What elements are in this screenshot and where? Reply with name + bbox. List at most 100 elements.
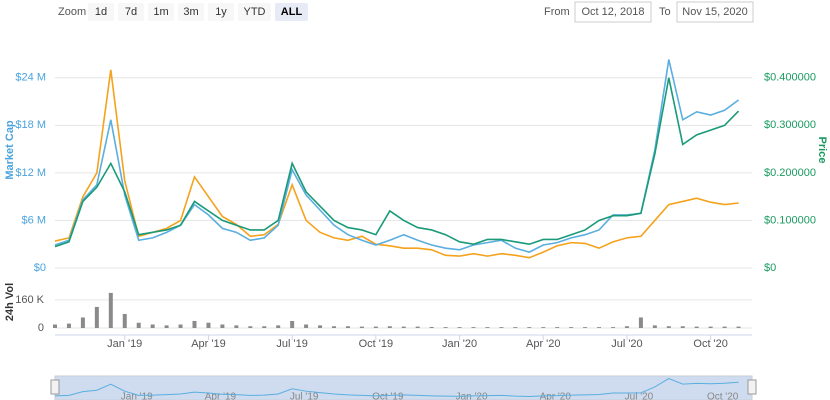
zoom-button-label[interactable]: 1m <box>153 6 168 18</box>
y-tick-label: $0 <box>34 262 46 274</box>
y2-tick-label: $0.300000 <box>764 119 816 131</box>
volume-bar <box>638 317 643 328</box>
volume-bar <box>332 326 336 328</box>
volume-bar <box>457 327 462 328</box>
x-tick-label: Jan '19 <box>107 338 142 350</box>
volume-bar <box>415 326 420 328</box>
y2-axis-title: Price <box>816 137 828 164</box>
volume-bar <box>694 326 699 328</box>
from-date[interactable]: Oct 12, 2018 <box>582 6 645 18</box>
volume-bar <box>722 326 727 328</box>
zoom-button[interactable] <box>148 3 174 21</box>
x-tick-label: Jul '20 <box>611 338 642 350</box>
volume-bar <box>122 313 127 328</box>
x-tick-label: Oct '20 <box>693 338 728 350</box>
volume-bar <box>373 326 378 328</box>
zoom-button-label[interactable]: 1y <box>215 6 227 18</box>
x-tick-label: Apr '20 <box>526 338 561 350</box>
navigator-tick-label: Jul '20 <box>625 392 654 400</box>
y-tick-label: $6 M <box>22 214 46 226</box>
volume-bar <box>150 324 155 328</box>
volume-bar <box>345 326 350 328</box>
series-line <box>54 59 740 254</box>
to-input[interactable] <box>676 1 754 23</box>
zoom-button[interactable] <box>238 3 271 21</box>
volume-bar <box>429 326 434 328</box>
volume-bar <box>555 327 560 328</box>
volume-bar <box>597 327 602 328</box>
navigator-line <box>54 377 739 398</box>
volume-bar <box>192 320 197 328</box>
volume-bar <box>359 326 364 328</box>
navigator-handle[interactable] <box>50 379 60 395</box>
volume-bar <box>220 324 225 328</box>
navigator-handle[interactable] <box>747 379 757 395</box>
volume-bar <box>206 322 211 328</box>
volume-bar <box>401 326 406 328</box>
volume-bar <box>304 324 309 328</box>
y-tick-label: $12 M <box>15 167 46 179</box>
navigator-tick-label: Jul '19 <box>290 392 319 400</box>
x-tick-label: Jan '20 <box>442 338 477 350</box>
y-tick-label: $18 M <box>15 119 46 131</box>
volume-bar <box>583 327 588 328</box>
volume-bar <box>471 327 476 328</box>
y2-tick-label: $0 <box>764 262 776 274</box>
volume-bar <box>164 325 169 328</box>
volume-tick-label: 160 K <box>15 294 44 306</box>
zoom-button-label[interactable]: 7d <box>125 6 137 18</box>
navigator-tick-label: Jan '19 <box>121 392 153 400</box>
volume-bar <box>262 326 267 328</box>
volume-bar <box>624 326 629 328</box>
volume-tick-label: 0 <box>38 322 44 334</box>
zoom-button[interactable] <box>275 3 308 21</box>
y2-tick-label: $0.400000 <box>764 72 816 84</box>
volume-bar <box>94 306 99 328</box>
volume-bar <box>708 326 713 328</box>
volume-bar <box>541 327 546 328</box>
volume-bar <box>485 327 490 328</box>
y-tick-label: $24 M <box>15 72 46 84</box>
volume-bar <box>290 320 295 328</box>
volume-bar <box>527 327 532 328</box>
navigator-selection[interactable] <box>55 376 752 400</box>
volume-bar <box>569 327 574 328</box>
to-date[interactable]: Nov 15, 2020 <box>682 6 747 18</box>
zoom-button[interactable] <box>178 3 204 21</box>
x-tick-label: Jul '19 <box>276 338 307 350</box>
y-axis-title: Market Cap <box>4 120 16 180</box>
navigator-tick-label: Oct '20 <box>707 392 739 400</box>
volume-bar <box>178 324 183 328</box>
volume-bar <box>80 317 85 328</box>
volume-bar <box>108 292 113 328</box>
volume-bar <box>666 326 671 328</box>
volume-bar <box>680 326 685 328</box>
zoom-label: Zoom <box>58 6 86 18</box>
zoom-button[interactable] <box>88 3 114 21</box>
y2-tick-label: $0.100000 <box>764 214 816 226</box>
to-label: To <box>659 6 671 18</box>
zoom-button-label[interactable]: 1d <box>95 6 107 18</box>
zoom-button[interactable] <box>118 3 144 21</box>
volume-axis-title: 24h Vol <box>4 283 16 321</box>
zoom-button-label[interactable]: YTD <box>244 6 266 18</box>
volume-bar <box>611 327 615 328</box>
volume-bar <box>66 323 71 328</box>
volume-bar <box>136 322 141 328</box>
volume-bar <box>736 326 741 328</box>
volume-bar <box>318 325 323 328</box>
volume-bar <box>53 324 57 328</box>
volume-bar <box>234 325 239 328</box>
x-tick-label: Apr '19 <box>191 338 226 350</box>
zoom-button-label[interactable]: ALL <box>281 6 303 18</box>
volume-bar <box>276 325 281 328</box>
zoom-button-label[interactable]: 3m <box>183 6 198 18</box>
volume-bar <box>513 327 518 328</box>
from-label: From <box>544 6 570 18</box>
series-line <box>54 77 740 248</box>
zoom-button[interactable] <box>208 3 234 21</box>
volume-bar <box>387 326 392 328</box>
navigator-tick-label: Apr '19 <box>205 392 237 400</box>
from-input[interactable] <box>574 1 652 23</box>
